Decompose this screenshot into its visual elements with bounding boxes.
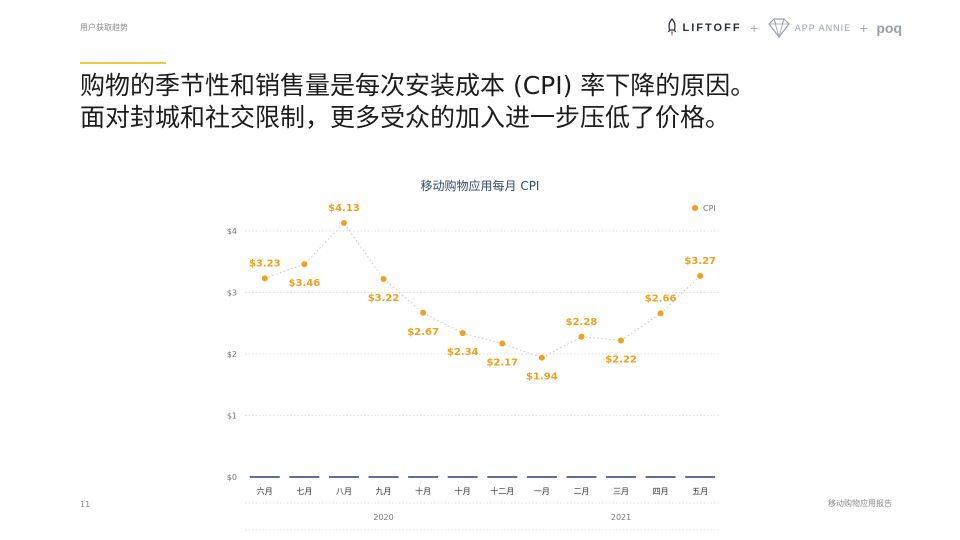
rocket-icon [667, 18, 677, 37]
x-tick-label: 六月 [257, 486, 273, 496]
cpi-point [657, 310, 664, 317]
data-label: $3.46 [289, 278, 321, 289]
cpi-point [420, 309, 427, 316]
legend-marker [692, 205, 698, 211]
data-label: $2.34 [447, 347, 479, 358]
x-tick-label: 二月 [573, 487, 589, 496]
x-tick-label: 八月 [336, 487, 352, 496]
accent-line [80, 62, 166, 64]
liftoff-logo: LIFTOFF [666, 18, 742, 38]
legend-label: CPI [703, 204, 716, 213]
data-label: $2.22 [605, 354, 637, 365]
page-number: 11 [80, 500, 91, 509]
data-label: $2.66 [645, 293, 677, 304]
report-name: 移动购物应用报告 [828, 499, 892, 508]
cpi-point [340, 220, 347, 227]
year-label-2021: 2021 [611, 513, 631, 522]
data-label: $2.67 [407, 327, 439, 338]
x-tick-label: 五月 [692, 487, 708, 496]
data-label: $3.22 [368, 293, 400, 304]
cpi-point [499, 340, 506, 347]
cpi-point [578, 333, 585, 340]
plus-sign: + [749, 21, 759, 35]
brand-logos: LIFTOFF + APP ANNIE + poq [666, 16, 902, 40]
x-tick-label: 十月 [415, 486, 431, 496]
headline: 购物的季节性和销售量是每次安装成本 (CPI) 率下降的原因。 面对封城和社交限… [80, 70, 900, 134]
data-label: $4.13 [328, 203, 360, 214]
cpi-point [618, 337, 625, 344]
cpi-point [261, 275, 268, 282]
chart-title: 移动购物应用每月 CPI [420, 179, 540, 193]
y-tick-label: $3 [227, 289, 237, 298]
x-tick-label: 一月 [534, 487, 550, 496]
poq-logo: poq [876, 20, 902, 36]
x-tick-label: 九月 [376, 487, 392, 496]
app-annie-logo: APP ANNIE [767, 17, 851, 39]
headline-line-1: 购物的季节性和销售量是每次安装成本 (CPI) 率下降的原因。 [80, 71, 756, 100]
data-label: $3.27 [684, 256, 716, 267]
x-tick-label: 七月 [296, 487, 312, 496]
data-label: $1.94 [526, 372, 558, 383]
cpi-series-line [264, 222, 701, 359]
y-tick-label: $4 [227, 227, 237, 236]
cpi-point [697, 272, 704, 279]
y-tick-label: $2 [227, 350, 237, 359]
x-tick-label: 四月 [653, 487, 669, 496]
data-label: $2.28 [566, 317, 598, 328]
y-tick-label: $0 [227, 473, 237, 482]
cpi-point [459, 330, 466, 337]
cpi-point [538, 354, 545, 361]
data-label: $2.17 [486, 358, 518, 369]
y-tick-label: $1 [227, 412, 237, 421]
data-label: $3.23 [249, 258, 281, 269]
cpi-point [301, 261, 308, 268]
diamond-icon [767, 18, 790, 38]
plus-sign-2: + [859, 21, 869, 35]
year-label-2020: 2020 [373, 513, 393, 522]
x-tick-label: 十二月 [490, 486, 514, 496]
section-label: 用户获取趋势 [80, 23, 128, 32]
x-tick-label: 十月 [455, 486, 471, 496]
app-annie-wordmark: APP ANNIE [794, 23, 852, 33]
headline-line-2: 面对封城和社交限制，更多受众的加入进一步压低了价格。 [80, 103, 731, 132]
liftoff-wordmark: LIFTOFF [682, 22, 742, 34]
cpi-point [380, 275, 387, 282]
x-tick-label: 三月 [613, 487, 629, 496]
